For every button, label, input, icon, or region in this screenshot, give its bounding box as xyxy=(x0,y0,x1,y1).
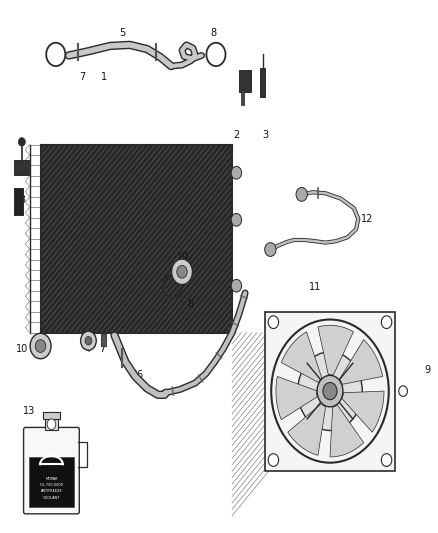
Circle shape xyxy=(47,419,56,430)
Text: 3: 3 xyxy=(19,195,25,205)
Text: 2: 2 xyxy=(19,161,25,171)
Circle shape xyxy=(231,279,242,292)
Circle shape xyxy=(231,166,242,179)
Text: 4: 4 xyxy=(84,344,90,354)
Circle shape xyxy=(323,383,337,400)
Text: 7: 7 xyxy=(100,344,106,354)
Text: ANTIFREEZE: ANTIFREEZE xyxy=(41,489,62,494)
Polygon shape xyxy=(281,332,322,383)
Circle shape xyxy=(172,259,192,285)
Polygon shape xyxy=(342,391,384,432)
FancyBboxPatch shape xyxy=(24,427,79,514)
Text: MOPAR: MOPAR xyxy=(45,477,58,481)
Text: 3: 3 xyxy=(262,130,268,140)
Bar xyxy=(41,144,232,333)
Text: OL 700-0000: OL 700-0000 xyxy=(40,483,63,487)
Bar xyxy=(14,160,30,175)
Bar xyxy=(260,68,265,97)
Bar xyxy=(29,457,74,507)
Bar xyxy=(241,90,244,105)
Bar xyxy=(239,70,251,92)
Circle shape xyxy=(296,188,307,201)
Circle shape xyxy=(85,336,92,345)
Circle shape xyxy=(81,331,96,350)
Bar xyxy=(14,188,23,215)
Text: 6: 6 xyxy=(137,370,143,380)
Text: COOLANT: COOLANT xyxy=(43,496,60,499)
Circle shape xyxy=(298,352,362,431)
Bar xyxy=(45,419,58,430)
Circle shape xyxy=(268,316,279,328)
Circle shape xyxy=(381,316,392,328)
Polygon shape xyxy=(330,405,364,457)
Polygon shape xyxy=(339,340,383,384)
Polygon shape xyxy=(288,403,326,455)
Text: 1: 1 xyxy=(101,71,107,82)
Circle shape xyxy=(231,214,242,226)
Polygon shape xyxy=(276,376,317,419)
Circle shape xyxy=(18,138,25,146)
Circle shape xyxy=(30,333,51,359)
Text: 13: 13 xyxy=(23,406,35,416)
Circle shape xyxy=(399,386,407,397)
Polygon shape xyxy=(318,325,353,375)
Bar xyxy=(265,312,395,471)
Circle shape xyxy=(265,243,276,256)
Circle shape xyxy=(268,454,279,466)
Bar xyxy=(43,411,60,419)
Circle shape xyxy=(317,375,343,407)
Text: 10: 10 xyxy=(16,344,28,354)
Text: 10: 10 xyxy=(177,253,190,262)
Circle shape xyxy=(177,265,187,278)
Text: 8: 8 xyxy=(211,28,217,38)
Text: 11: 11 xyxy=(309,281,321,292)
Text: 7: 7 xyxy=(79,71,85,82)
Circle shape xyxy=(381,454,392,466)
Text: 9: 9 xyxy=(424,365,430,375)
Circle shape xyxy=(35,340,46,352)
Text: 12: 12 xyxy=(361,214,373,224)
Text: 2: 2 xyxy=(233,130,240,140)
Text: 5: 5 xyxy=(119,28,126,38)
Text: 8: 8 xyxy=(187,298,194,309)
Bar xyxy=(101,334,106,346)
